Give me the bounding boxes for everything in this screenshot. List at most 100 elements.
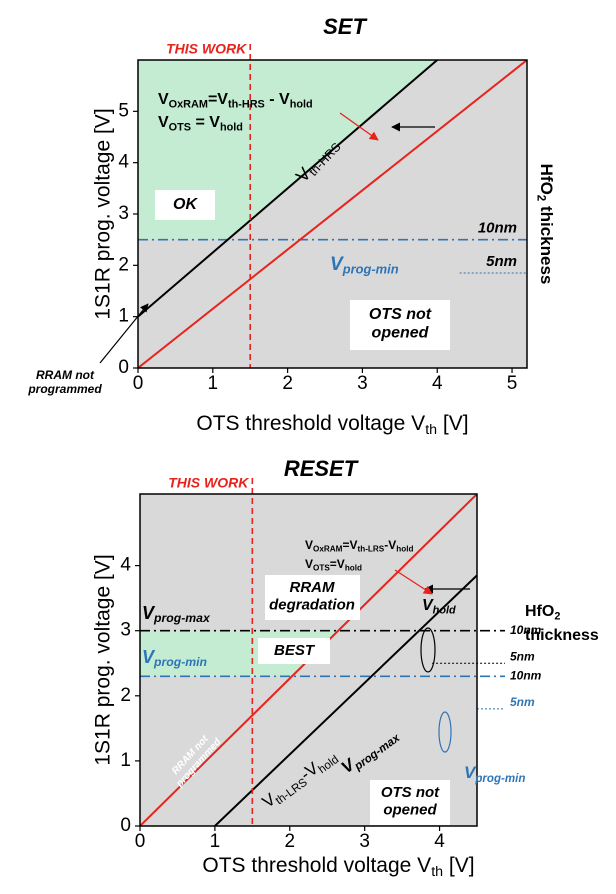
formula-part: V — [158, 91, 169, 108]
region-label-line: BEST — [274, 642, 316, 659]
region-label: BEST — [274, 642, 316, 659]
region-label-line: RRAM — [290, 579, 335, 596]
x-tick-label: 2 — [284, 831, 295, 852]
formula: VOTS = Vhold — [158, 114, 243, 133]
label-box — [370, 780, 450, 825]
series-line — [138, 60, 527, 368]
region-label-line: OTS not — [381, 784, 440, 801]
formula-sub: hold — [396, 545, 413, 554]
region-label-line: programmed — [27, 382, 102, 396]
y-tick-label: 3 — [118, 203, 129, 224]
line-label: Vprog-min — [464, 763, 525, 784]
arrow — [339, 112, 379, 141]
bracket — [420, 627, 436, 673]
x-tick-label: 2 — [282, 373, 293, 394]
formula-part: - V — [265, 91, 290, 108]
axis-note-part: thickness — [537, 201, 556, 284]
x-axis-label-part: OTS threshold voltage V — [196, 412, 425, 435]
x-axis-label-sub: th — [431, 864, 443, 880]
formula: VOTS=Vhold — [305, 557, 362, 572]
line-label-part: V — [330, 254, 344, 275]
region-label: OTS not opened — [369, 306, 432, 341]
series-line — [214, 574, 477, 826]
region-label: RRAM degradation — [269, 579, 355, 613]
bracket — [438, 711, 452, 753]
line-label-sub: hold — [433, 604, 456, 616]
y-tick-label: 0 — [120, 815, 131, 836]
x-axis-label: OTS threshold voltage Vth [V] — [202, 854, 474, 880]
x-axis-label-sub: th — [425, 422, 437, 438]
y-tick-label: 4 — [120, 555, 131, 576]
line-label-part: V — [464, 763, 477, 782]
x-axis-label-part: [V] — [443, 854, 475, 877]
y-tick-label: 2 — [120, 685, 131, 706]
arrow — [394, 569, 433, 595]
formula-sub: th-LRS — [358, 545, 385, 554]
region-label: OK — [173, 196, 198, 213]
line-label-part: V — [142, 603, 156, 623]
region-label-line: opened — [383, 801, 437, 818]
axis-note-sub: 2 — [534, 195, 546, 201]
axis-note-part: HfO — [525, 603, 554, 620]
formula-sub: hold — [220, 121, 243, 133]
reference-label: 5nm — [486, 253, 517, 270]
formula-sub: OTS — [313, 564, 330, 573]
label-box — [265, 575, 360, 620]
y-tick-label: 3 — [120, 620, 131, 641]
axis-note: HfO2 — [525, 603, 560, 622]
axis-note: thickness — [525, 627, 599, 644]
x-axis-label: OTS threshold voltage Vth [V] — [196, 412, 468, 438]
y-tick-label: 1 — [118, 306, 129, 327]
axis-note: HfO2 thickness — [534, 164, 555, 285]
formula-part: =V — [208, 91, 228, 108]
formula-part: =V — [342, 538, 357, 552]
y-axis-label: 1S1R prog. voltage [V] — [92, 108, 115, 319]
x-axis-label-part: OTS threshold voltage V — [202, 854, 431, 877]
formula: VOxRAM=Vth-HRS - Vhold — [158, 91, 313, 110]
y-tick-label: 2 — [118, 254, 129, 275]
formula-sub: OTS — [169, 121, 191, 133]
this-work-label: THIS WORK — [168, 475, 249, 491]
region-label-line: RRAM not — [36, 368, 95, 382]
line-label: Vprog-max — [142, 603, 211, 626]
reference-label: 5nm — [510, 695, 535, 709]
y-tick-label: 0 — [118, 357, 129, 378]
y-axis-label: 1S1R prog. voltage [V] — [92, 554, 115, 765]
x-tick-label: 1 — [208, 373, 219, 394]
region-label-line: OK — [173, 196, 198, 213]
x-tick-label: 0 — [133, 373, 144, 394]
y-tick-label: 1 — [120, 750, 131, 771]
x-tick-label: 4 — [432, 373, 443, 394]
x-tick-label: 3 — [359, 831, 370, 852]
formula-part: V — [305, 538, 313, 552]
axis-note-part: HfO — [537, 164, 556, 195]
reference-label: 10nm — [510, 668, 542, 682]
line-label-sub: prog-min — [474, 773, 525, 785]
line-label-sub: prog-min — [342, 262, 399, 277]
region-label-line: OTS not — [369, 306, 432, 323]
reference-label: 5nm — [510, 649, 535, 663]
this-work-label: THIS WORK — [166, 41, 247, 57]
x-tick-label: 1 — [210, 831, 221, 852]
line-label-part: V — [142, 647, 156, 667]
y-tick-label: 5 — [118, 100, 129, 121]
reference-label: 10nm — [478, 220, 517, 237]
label-box — [155, 190, 215, 220]
x-tick-label: 4 — [434, 831, 445, 852]
line-label-sub: prog-max — [153, 611, 211, 625]
formula-part: V — [305, 557, 313, 571]
formula-part: =V — [330, 557, 345, 571]
axis-note-sub: 2 — [554, 610, 560, 622]
formula-sub: th-HRS — [228, 98, 265, 110]
line-label: Vprog-min — [142, 647, 207, 670]
arrow — [99, 303, 149, 364]
x-tick-label: 5 — [507, 373, 518, 394]
y-tick-label: 4 — [118, 152, 129, 173]
formula-part: -V — [384, 538, 396, 552]
label-box — [350, 300, 450, 350]
axis-note-line: thickness — [525, 627, 599, 644]
plot-frame — [139, 493, 478, 827]
x-tick-label: 0 — [135, 831, 146, 852]
